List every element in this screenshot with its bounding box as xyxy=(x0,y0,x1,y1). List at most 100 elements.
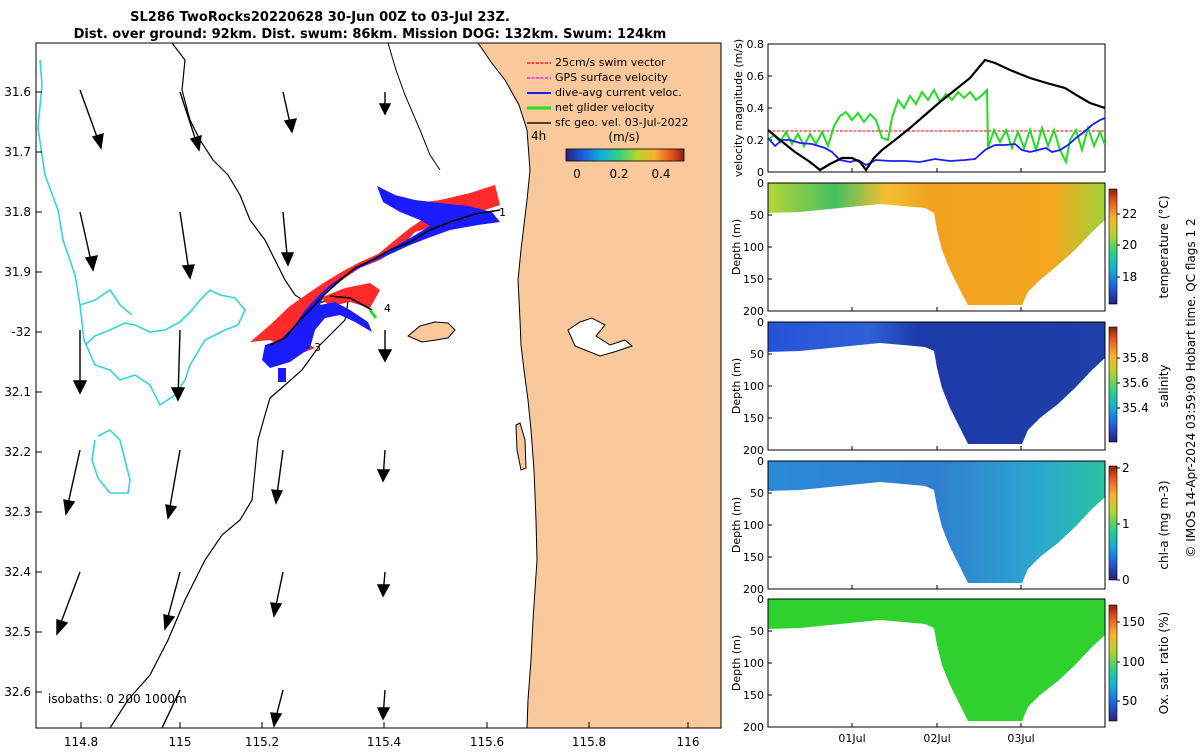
section-ylabel: Depth (m) xyxy=(730,219,743,275)
section-ylabel: Depth (m) xyxy=(730,635,743,691)
day-marker-3: 3 xyxy=(314,341,321,354)
salinity-data xyxy=(768,322,1105,444)
chla-colorbar xyxy=(1108,465,1118,581)
depth-tick-label: 200 xyxy=(743,583,764,596)
time-tick-label: 03Jul xyxy=(1007,732,1034,745)
legend-label-current: dive-avg current veloc. xyxy=(555,86,682,99)
depth-tick-label: 200 xyxy=(743,305,764,318)
depth-tick-label: 150 xyxy=(743,551,764,564)
depth-tick-label: 150 xyxy=(743,412,764,425)
figure-title-line2: Dist. over ground: 92km. Dist. swum: 86k… xyxy=(74,27,667,42)
map-ytick-label: 32.3 xyxy=(4,505,31,519)
section-ylabel: Depth (m) xyxy=(730,358,743,414)
colorbar-tick-label: 50 xyxy=(1122,694,1137,708)
temperature-colorbar xyxy=(1108,188,1118,305)
section-colorbar-label: salinity xyxy=(1157,364,1171,407)
legend-label-swim: 25cm/s swim vector xyxy=(555,56,666,69)
map-ytick-label: 31.7 xyxy=(4,145,31,159)
day-marker-4: 4 xyxy=(384,302,391,315)
colorbar-tick-label: 150 xyxy=(1122,615,1145,629)
depth-tick-label: 100 xyxy=(743,519,764,532)
colorbar-tick-2: 0.4 xyxy=(651,167,670,181)
velocity-ytick-label: 0.6 xyxy=(747,70,765,83)
map-ytick-label: 31.6 xyxy=(4,85,31,99)
depth-tick-label: 50 xyxy=(750,625,764,638)
net-velocity-segment xyxy=(368,309,378,319)
depth-tick-label: 0 xyxy=(757,316,764,329)
map-island-2 xyxy=(515,422,527,471)
depth-tick-label: 100 xyxy=(743,657,764,670)
map-x-axis: 114.8 115 115.2 115.4 115.6 115.8 116 xyxy=(64,722,700,749)
day-marker-1: 1 xyxy=(499,206,506,219)
current-vector-ribbon xyxy=(262,186,500,368)
map-legend: 25cm/s swim vector GPS surface velocity … xyxy=(527,56,689,129)
isobath-200m xyxy=(109,43,351,728)
depth-tick-label: 200 xyxy=(743,721,764,734)
colorbar-tick-label: 2 xyxy=(1122,461,1130,475)
depth-tick-label: 50 xyxy=(750,209,764,222)
map-island xyxy=(407,321,456,343)
series-sfc-geo-velocity xyxy=(768,58,1105,172)
isobath-1000m xyxy=(37,59,246,494)
map-xtick-label: 115.6 xyxy=(470,735,504,749)
map-ytick-label: 32.6 xyxy=(4,685,31,699)
velocity-plot-frame xyxy=(767,43,1106,173)
velocity-ylabel: velocity magnitude (m/s) xyxy=(732,39,745,177)
colorbar-gradient xyxy=(565,148,685,162)
colorbar-tick-label: 22 xyxy=(1122,207,1137,221)
velocity-y-axis: 0 0.2 0.4 0.6 0.8 xyxy=(747,38,772,179)
depth-tick-label: 50 xyxy=(750,487,764,500)
velocity-plot: 0 0.2 0.4 0.6 0.8 velocity magnitude (m/s) xyxy=(732,38,1106,179)
chla-data xyxy=(768,461,1105,583)
map-xtick-label: 115.4 xyxy=(367,735,401,749)
map-ytick-label: 32.2 xyxy=(4,445,31,459)
map-ytick-label: -32 xyxy=(11,325,31,339)
isobath-label: isobaths: 0 200 1000m xyxy=(48,692,187,706)
colorbar-tick-label: 20 xyxy=(1122,238,1137,252)
time-axis: 01Jul 02Jul 03Jul xyxy=(838,168,1035,745)
map-ytick-label: 32.1 xyxy=(4,385,31,399)
map-xtick-label: 116 xyxy=(677,735,700,749)
velocity-ytick-label: 0.4 xyxy=(747,102,765,115)
map-land xyxy=(477,43,721,728)
map-xtick-label: 115 xyxy=(169,735,192,749)
section-colorbar-label: chl-a (mg m-3) xyxy=(1157,480,1171,569)
map-ytick-label: 32.5 xyxy=(4,625,31,639)
section-ylabel: Depth (m) xyxy=(730,497,743,553)
map-frame xyxy=(35,42,722,729)
swim-vector-ribbon xyxy=(250,185,500,352)
depth-tick-label: 100 xyxy=(743,241,764,254)
velocity-ytick-label: 0 xyxy=(757,166,764,179)
colorbar-title: (m/s) xyxy=(608,130,639,144)
net-glider-track xyxy=(269,209,501,346)
figure-title-line1: SL286 TwoRocks20220628 30-Jun 00Z to 03-… xyxy=(130,10,510,25)
velocity-ytick-label: 0.8 xyxy=(747,38,765,51)
time-tick-label: 02Jul xyxy=(923,732,950,745)
temperature-data xyxy=(768,183,1105,305)
map-river xyxy=(567,317,633,357)
depth-tick-label: 0 xyxy=(757,177,764,190)
colorbar-tick-label: 35.4 xyxy=(1122,401,1149,415)
map-y-axis: 31.6 31.7 31.8 31.9 -32 32.1 32.2 32.3 32.4 32.5 3… xyxy=(4,85,42,699)
salinity-colorbar xyxy=(1108,326,1118,443)
glider-track xyxy=(250,185,501,382)
map-panel: 1 3 4 114.8 115 115.2 115.4 115.6 115.8 116 31… xyxy=(4,42,722,749)
depth-tick-label: 0 xyxy=(757,593,764,606)
section-colorbar-label: temperature (°C) xyxy=(1157,196,1171,299)
legend-label-net: net glider velocity xyxy=(555,101,655,114)
footer-credit: © IMOS 14-Apr-2024 03:59:09 Hobart time.… xyxy=(1184,218,1198,557)
colorbar-tick-label: 18 xyxy=(1122,270,1137,284)
map-colorbar: (m/s) 0 0.2 0.4 xyxy=(565,130,685,181)
map-ytick-label: 31.9 xyxy=(4,265,31,279)
temperature-section xyxy=(767,182,1118,312)
map-xtick-label: 114.8 xyxy=(64,735,98,749)
depth-tick-label: 150 xyxy=(743,689,764,702)
oxygen-colorbar xyxy=(1108,604,1118,722)
colorbar-tick-label: 1 xyxy=(1122,517,1130,531)
oxygen-section xyxy=(767,598,1118,728)
colorbar-tick-1: 0.2 xyxy=(609,167,628,181)
salinity-section xyxy=(767,321,1118,451)
glider-position-marker xyxy=(278,368,286,382)
